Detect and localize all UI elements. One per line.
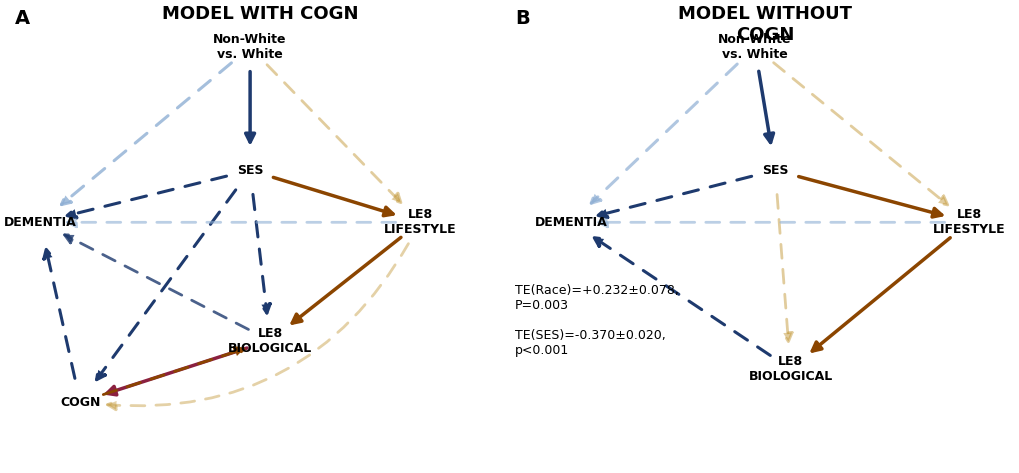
Text: DEMENTIA: DEMENTIA [534,216,607,229]
Text: SES: SES [236,164,263,177]
Text: DEMENTIA: DEMENTIA [4,216,76,229]
Text: LE8
LIFESTYLE: LE8 LIFESTYLE [383,208,455,236]
Text: LE8
LIFESTYLE: LE8 LIFESTYLE [931,208,1005,236]
Text: B: B [515,9,529,28]
Text: MODEL WITHOUT
COGN: MODEL WITHOUT COGN [678,5,851,44]
Text: LE8
BIOLOGICAL: LE8 BIOLOGICAL [748,355,832,383]
Text: Non-White
vs. White: Non-White vs. White [213,33,286,61]
Text: A: A [15,9,31,28]
Text: MODEL WITH COGN: MODEL WITH COGN [162,5,358,23]
Text: TE(Race)=+0.232±0.078,
P=0.003

TE(SES)=-0.370±0.020,
p<0.001: TE(Race)=+0.232±0.078, P=0.003 TE(SES)=-… [515,284,679,357]
Text: COGN: COGN [60,395,100,409]
Text: LE8
BIOLOGICAL: LE8 BIOLOGICAL [228,326,312,355]
Text: SES: SES [761,164,788,177]
Text: Non-White
vs. White: Non-White vs. White [717,33,791,61]
